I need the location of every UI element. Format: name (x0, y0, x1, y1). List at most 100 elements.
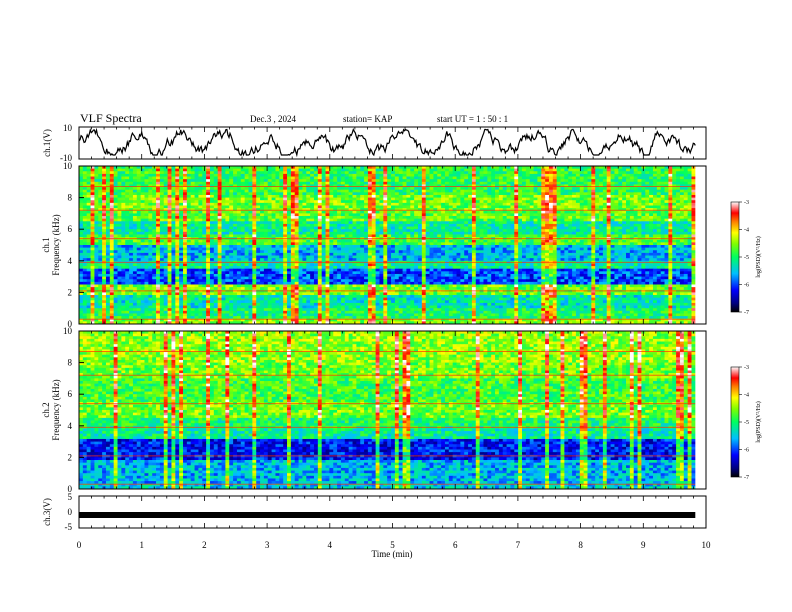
spectrogram-cell (206, 181, 211, 185)
spectrogram-cell (152, 194, 157, 198)
spectrogram-cell (375, 231, 380, 235)
spectrogram-cell (132, 194, 138, 198)
spectrogram-cell (691, 202, 696, 206)
spectrogram-cell (275, 181, 280, 185)
spectrogram-cell (329, 168, 334, 172)
spectrogram-cell (356, 216, 361, 220)
spectrogram-cell (456, 210, 461, 214)
spectrogram-cell (495, 192, 500, 196)
spectrogram-cell (209, 239, 215, 243)
spectrogram-cell (167, 242, 172, 246)
spectrogram-cell (649, 171, 654, 175)
spectrogram-cell (626, 171, 631, 175)
spectrogram-cell (283, 200, 288, 204)
spectrogram-cell (367, 218, 373, 222)
spectrogram-cell (183, 179, 188, 183)
spectrogram-cell (679, 176, 685, 180)
spectrogram-cell (287, 231, 292, 235)
spectrogram-cell (406, 194, 411, 198)
spectrogram-cell (672, 218, 677, 222)
spectrogram-cell (645, 200, 650, 204)
spectrogram-cell (572, 173, 577, 177)
spectrogram-cell (217, 205, 222, 209)
spectrogram-cell (167, 187, 172, 191)
spectrogram-cell (117, 216, 122, 220)
spectrogram-cell (290, 218, 296, 222)
spectrogram-cell (298, 173, 303, 177)
spectrogram-cell (163, 166, 168, 170)
spectrogram-cell (248, 179, 253, 183)
spectrogram-cell (102, 213, 107, 217)
spectrogram-cell (290, 213, 296, 217)
spectrogram-cell (614, 200, 619, 204)
spectrogram-cell (599, 179, 604, 183)
spectrogram-cell (98, 187, 103, 191)
spectrogram-cell (502, 226, 507, 230)
spectrogram-cell (209, 166, 215, 170)
spectrogram-cell (591, 218, 596, 222)
spectrogram-cell (240, 231, 246, 235)
spectrogram-cell (398, 229, 403, 233)
spectrogram-cell (248, 181, 253, 185)
spectrogram-cell (194, 176, 199, 180)
spectrogram-cell (294, 171, 299, 175)
spectrogram-cell (595, 245, 600, 249)
spectrogram-cell (79, 189, 84, 193)
spectrogram-cell (306, 194, 311, 198)
spectrogram-cell (679, 192, 685, 196)
spectrogram-cell (464, 187, 469, 191)
spectrogram-cell (687, 208, 692, 212)
spectrogram-cell (645, 218, 650, 222)
spectrogram-cell (483, 184, 488, 188)
spectrogram-cell (652, 200, 658, 204)
spectrogram-cell (498, 184, 504, 188)
spectrogram-cell (545, 239, 550, 243)
spectrogram-cell (522, 245, 527, 249)
spectrogram-cell (471, 210, 477, 214)
spectrogram-cell (414, 168, 419, 172)
spectrogram-cell (375, 223, 380, 227)
spectrogram-cell (109, 184, 115, 188)
spectrogram-cell (98, 218, 103, 222)
spectrogram-cell (206, 200, 211, 204)
spectrogram-cell (421, 168, 427, 172)
spectrogram-cell (483, 221, 488, 225)
spectrogram-cell (298, 205, 303, 209)
spectrogram-cell (552, 234, 558, 238)
spectrogram-cell (471, 184, 477, 188)
spectrogram-cell (217, 173, 222, 177)
spectrogram-cell (541, 200, 546, 204)
spectrogram-cell (144, 187, 149, 191)
spectrogram-cell (86, 234, 91, 238)
spectrogram-cell (248, 229, 253, 233)
spectrogram-cell (125, 210, 130, 214)
spectrogram-cell (602, 231, 608, 235)
spectrogram-cell (263, 179, 269, 183)
spectrogram-cell (233, 234, 238, 238)
spectrogram-cell (175, 226, 180, 230)
spectrogram-cell (471, 242, 477, 246)
spectrogram-cell (587, 213, 592, 217)
spectrogram-cell (229, 202, 234, 206)
spectrogram-cell (641, 239, 646, 243)
spectrogram-cell (175, 173, 180, 177)
spectrogram-cell (298, 200, 303, 204)
spectrogram-cell (306, 181, 311, 185)
spectrogram-cell (421, 231, 427, 235)
spectrogram-cell (537, 226, 542, 230)
spectrogram-cell (622, 208, 627, 212)
spectrogram-cell (564, 229, 569, 233)
spectrogram-cell (225, 216, 230, 220)
spectrogram-cell (487, 205, 492, 209)
spectrogram-cell (441, 239, 446, 243)
spectrogram-cell (79, 234, 84, 238)
spectrogram-cell (652, 194, 658, 198)
spectrogram-cell (125, 173, 130, 177)
spectrogram-cell (86, 194, 91, 198)
spectrogram-cell (652, 208, 658, 212)
spectrogram-cell (622, 245, 627, 249)
spectrogram-cell (171, 247, 176, 251)
spectrogram-cell (287, 184, 292, 188)
spectrogram-cell (329, 223, 334, 227)
spectrogram-cell (117, 192, 122, 196)
